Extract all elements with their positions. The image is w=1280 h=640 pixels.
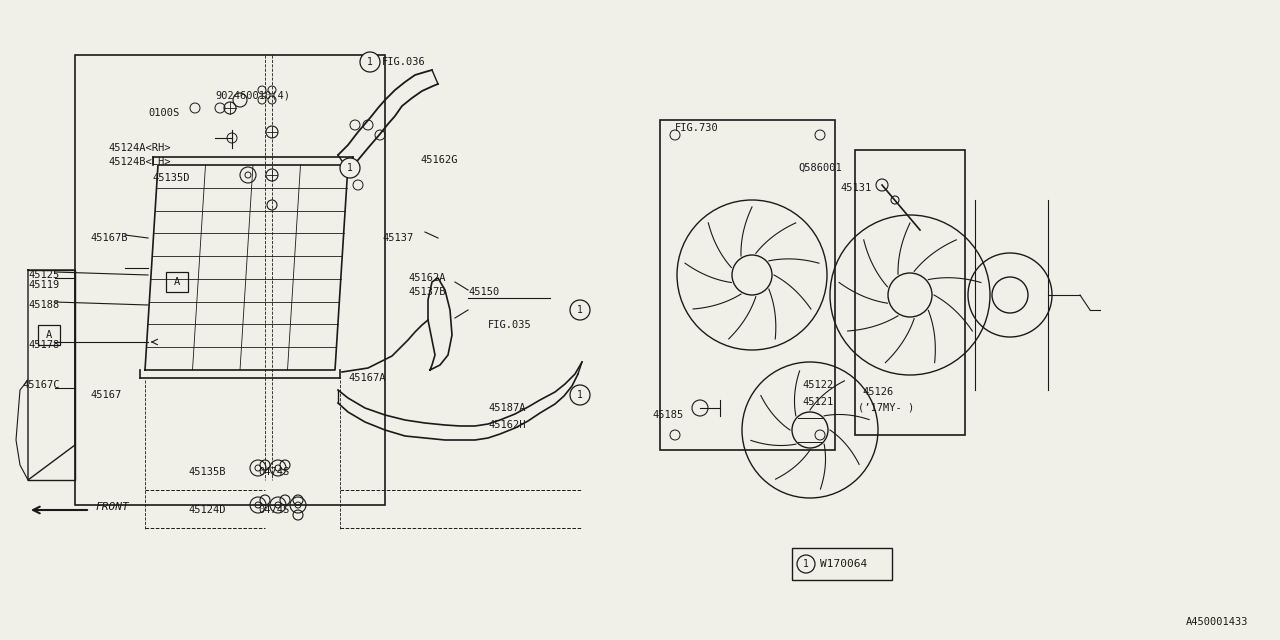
Text: (’17MY- ): (’17MY- ) [858, 403, 914, 413]
Text: 45119: 45119 [28, 280, 59, 290]
Text: 45187A: 45187A [488, 403, 526, 413]
Circle shape [570, 300, 590, 320]
Text: 45124A<RH>: 45124A<RH> [108, 143, 170, 153]
Text: 45167: 45167 [90, 390, 122, 400]
Text: 45124D: 45124D [188, 505, 225, 515]
Text: 1: 1 [577, 390, 582, 400]
Text: 45137: 45137 [381, 233, 413, 243]
Text: 1: 1 [577, 305, 582, 315]
Circle shape [797, 555, 815, 573]
Text: FIG.036: FIG.036 [381, 57, 426, 67]
Text: 45122: 45122 [803, 380, 833, 390]
Bar [855, 150, 965, 435]
Text: 0474S: 0474S [259, 467, 289, 477]
Circle shape [340, 158, 360, 178]
Text: 45131: 45131 [840, 183, 872, 193]
Bar [660, 120, 835, 450]
Circle shape [570, 385, 590, 405]
Text: 45185: 45185 [652, 410, 684, 420]
Text: 45125: 45125 [28, 270, 59, 280]
Text: 1: 1 [803, 559, 809, 569]
Text: W170064: W170064 [820, 559, 868, 569]
Text: 45162G: 45162G [420, 155, 457, 165]
Circle shape [360, 52, 380, 72]
Text: 45124B<LH>: 45124B<LH> [108, 157, 170, 167]
Text: FIG.035: FIG.035 [488, 320, 531, 330]
Bar [792, 548, 892, 580]
Text: 45135D: 45135D [152, 173, 189, 183]
Text: 45162H: 45162H [488, 420, 526, 430]
Text: 0474S: 0474S [259, 505, 289, 515]
Text: Q586001: Q586001 [797, 163, 842, 173]
Text: 1: 1 [347, 163, 353, 173]
Text: 45135B: 45135B [188, 467, 225, 477]
Text: 45137B: 45137B [408, 287, 445, 297]
Text: 45126: 45126 [861, 387, 893, 397]
Text: 0100S: 0100S [148, 108, 179, 118]
Text: FRONT: FRONT [95, 502, 129, 512]
Text: 45178: 45178 [28, 340, 59, 350]
Text: 45167B: 45167B [90, 233, 128, 243]
Text: 45162A: 45162A [408, 273, 445, 283]
Bar [166, 272, 188, 292]
Text: FIG.730: FIG.730 [675, 123, 719, 133]
Text: 45167C: 45167C [22, 380, 59, 390]
Bar [38, 325, 60, 345]
Bar [76, 55, 385, 505]
Text: 45121: 45121 [803, 397, 833, 407]
Text: A450001433: A450001433 [1185, 617, 1248, 627]
Text: A: A [174, 277, 180, 287]
Text: 45188: 45188 [28, 300, 59, 310]
Text: 1: 1 [367, 57, 372, 67]
Text: 45167A: 45167A [348, 373, 385, 383]
Text: 902460010(4): 902460010(4) [215, 90, 291, 100]
Text: 45150: 45150 [468, 287, 499, 297]
Text: A: A [46, 330, 52, 340]
